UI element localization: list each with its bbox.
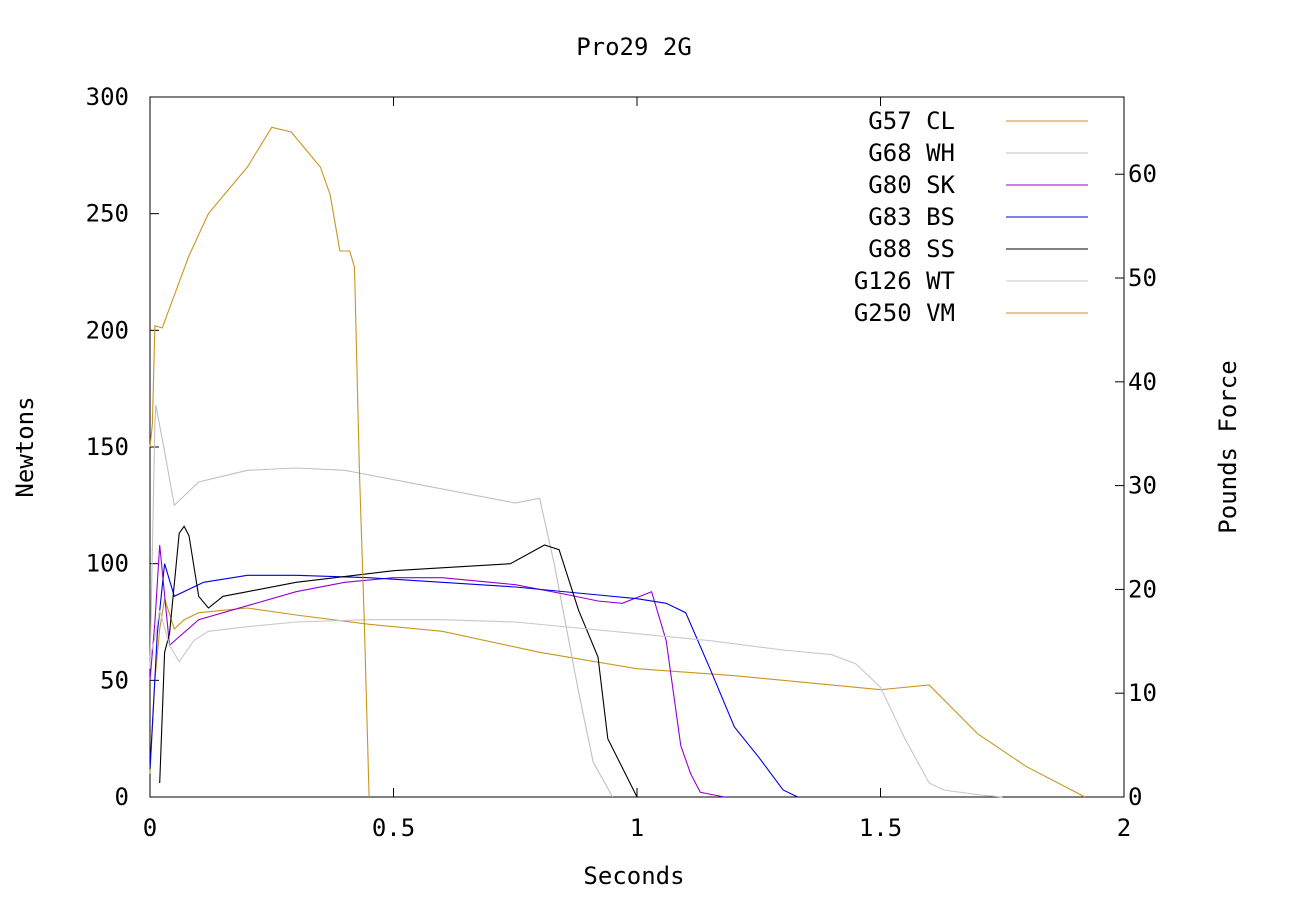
legend-label: G57 CL bbox=[868, 107, 955, 135]
legend-label: G80 SK bbox=[868, 171, 955, 199]
series-line-4 bbox=[159, 525, 638, 798]
series-line-5 bbox=[149, 610, 1003, 798]
x-tick-label: 0.5 bbox=[372, 814, 415, 842]
x-tick-label: 1 bbox=[630, 814, 644, 842]
y2-tick-label: 10 bbox=[1128, 679, 1157, 707]
y-axis-label: Newtons bbox=[11, 396, 39, 497]
chart-title: Pro29 2G bbox=[576, 33, 692, 61]
legend-label: G83 BS bbox=[868, 203, 955, 231]
y2-tick-label: 20 bbox=[1128, 575, 1157, 603]
series-line-1 bbox=[149, 404, 614, 798]
legend-label: G68 WH bbox=[868, 139, 955, 167]
y-tick-label: 200 bbox=[86, 316, 129, 344]
series-line-6 bbox=[149, 126, 370, 798]
y-tick-label: 150 bbox=[86, 433, 129, 461]
y-tick-label: 0 bbox=[115, 783, 129, 811]
y-tick-label: 50 bbox=[100, 666, 129, 694]
x-tick-label: 1.5 bbox=[859, 814, 902, 842]
legend-label: G126 WT bbox=[854, 267, 955, 295]
series-lines bbox=[149, 126, 1086, 798]
legend-label: G88 SS bbox=[868, 235, 955, 263]
y2-axis-label: Pounds Force bbox=[1214, 360, 1242, 533]
y-tick-label: 300 bbox=[86, 83, 129, 111]
y-tick-label: 100 bbox=[86, 550, 129, 578]
y2-tick-label: 50 bbox=[1128, 264, 1157, 292]
x-tick-label: 2 bbox=[1117, 814, 1131, 842]
y2-tick-label: 60 bbox=[1128, 160, 1157, 188]
series-line-2 bbox=[149, 544, 725, 798]
x-axis-label: Seconds bbox=[583, 862, 684, 890]
x-tick-label: 0 bbox=[143, 814, 157, 842]
legend-label: G250 VM bbox=[854, 299, 955, 327]
y2-tick-label: 0 bbox=[1128, 783, 1142, 811]
series-line-0 bbox=[149, 598, 1086, 798]
series-line-3 bbox=[149, 563, 798, 798]
y-tick-label: 250 bbox=[86, 200, 129, 228]
y2-tick-label: 30 bbox=[1128, 472, 1157, 500]
legend: G57 CL G68 WH G80 SK G83 BS G88 SS G126 WT G25… bbox=[854, 107, 1088, 327]
y2-tick-label: 40 bbox=[1128, 368, 1157, 396]
